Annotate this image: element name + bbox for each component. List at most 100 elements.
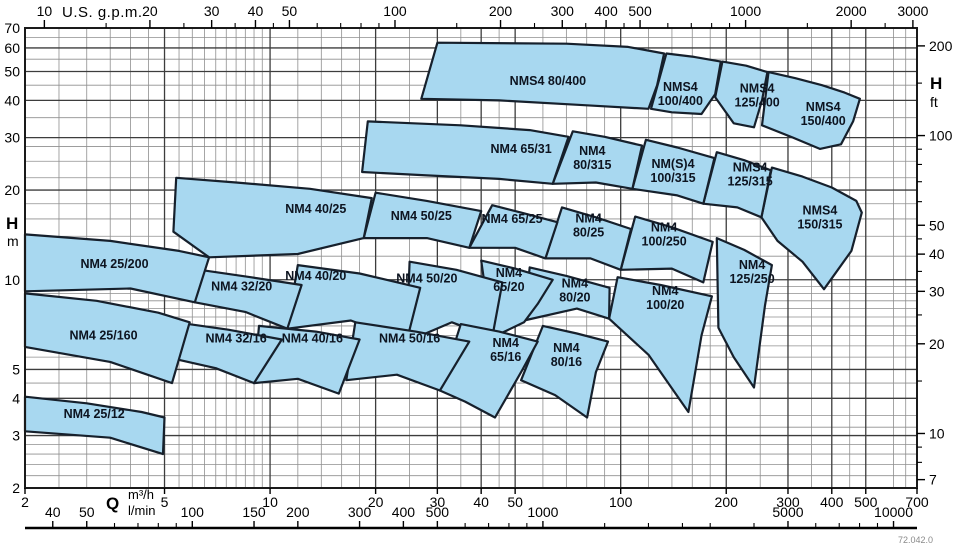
- top-tick-label: 2000: [836, 3, 867, 19]
- region-nm4-125-250: [715, 237, 774, 389]
- region-label: 150/315: [797, 217, 842, 231]
- region-label: 80/16: [551, 355, 582, 369]
- region-label: NM4 32/16: [206, 332, 267, 346]
- region-label: NMS4: [803, 203, 838, 217]
- region-label: NM4: [496, 266, 522, 280]
- bottom-tick-label: 50: [507, 494, 523, 510]
- region-label: NM4: [652, 284, 678, 298]
- lmin-tick-label: 200: [286, 504, 310, 520]
- top-tick-label: 100: [383, 3, 407, 19]
- top-axis-unit-label: U.S. g.p.m.: [62, 4, 143, 21]
- bottom-tick-label: 200: [715, 494, 739, 510]
- region-label: NM4 50/25: [391, 209, 452, 223]
- region-nm4-25-200: [23, 233, 211, 304]
- region-label: NM4: [739, 258, 765, 272]
- region-label: 80/315: [573, 158, 611, 172]
- region-label: 100/400: [658, 94, 703, 108]
- right-tick-label: 20: [929, 336, 945, 352]
- region-nm4-100-20: [607, 276, 714, 414]
- region-label: 65/16: [490, 350, 521, 364]
- left-tick-label: 60: [4, 40, 20, 56]
- region-label: 100/315: [650, 171, 695, 185]
- region-label: 80/20: [559, 291, 590, 305]
- left-tick-label: 10: [4, 272, 20, 288]
- top-tick-label: 40: [248, 3, 264, 19]
- region-nm4-40-25: [172, 176, 373, 259]
- top-tick-label: 300: [551, 3, 575, 19]
- region-label: NM4: [553, 341, 579, 355]
- lmin-tick-label: 50: [79, 504, 95, 520]
- region-label: NM4 25/160: [69, 329, 137, 343]
- lmin-tick-label: 5000: [772, 504, 803, 520]
- left-tick-label: 2: [12, 480, 20, 496]
- top-tick-label: 200: [489, 3, 513, 19]
- top-tick-label: 50: [282, 3, 298, 19]
- bottom-tick-label: 100: [609, 494, 633, 510]
- plot-border: [24, 27, 918, 489]
- right-tick-label: 200: [929, 38, 953, 54]
- region-nms4-100-400: [649, 52, 722, 116]
- bottom-tick-label: 700: [905, 494, 929, 510]
- left-tick-label: 30: [4, 130, 20, 146]
- region-label: NM4: [651, 220, 677, 234]
- region-nms4-80-400: [420, 41, 666, 110]
- region-nms4-150-400: [760, 70, 862, 150]
- top-tick-label: 20: [142, 3, 158, 19]
- bottom-axis-unit-m3h: m³/h: [128, 487, 154, 502]
- region-label: 125/250: [729, 272, 774, 286]
- bottom-tick-label: 10: [262, 494, 278, 510]
- region-nms4-125-400: [714, 60, 769, 129]
- bottom-axis-title-q: Q: [106, 494, 120, 513]
- region-label: NM4: [579, 144, 605, 158]
- region-label: 125/400: [735, 96, 780, 110]
- bottom-tick-label: 500: [854, 494, 878, 510]
- right-tick-label: 100: [929, 128, 953, 144]
- region-label: NMS4: [806, 100, 841, 114]
- region-label: NM4 50/16: [379, 332, 440, 346]
- region-nm4-50-16: [345, 321, 471, 392]
- top-tick-label: 400: [594, 3, 618, 19]
- bottom-tick-label: 20: [368, 494, 384, 510]
- region-nms4-150-315: [760, 166, 863, 291]
- lmin-tick-label: 100: [181, 504, 205, 520]
- lmin-tick-label: 10000: [874, 504, 913, 520]
- lmin-tick-label: 150: [242, 504, 266, 520]
- bottom-tick-label: 40: [473, 494, 489, 510]
- region-nm4-65-31: [361, 120, 570, 185]
- left-tick-label: 4: [12, 390, 20, 406]
- top-tick-label: 500: [628, 3, 652, 19]
- drawing-code: 72.042.0: [898, 535, 934, 545]
- right-tick-label: 40: [929, 246, 945, 262]
- left-tick-label: 70: [4, 20, 20, 36]
- region-nm4-80-16: [519, 324, 610, 419]
- right-tick-label: 50: [929, 217, 945, 233]
- left-tick-label: 20: [4, 182, 20, 198]
- region-label: NM4 65/25: [481, 212, 542, 226]
- right-tick-label: 10: [929, 425, 945, 441]
- region-label: 65/20: [493, 280, 524, 294]
- region-label: NMS4: [663, 80, 698, 94]
- bottom-tick-label: 400: [820, 494, 844, 510]
- region-nm4-25-160: [23, 292, 191, 385]
- region-label: NM4 25/200: [80, 257, 148, 271]
- lmin-tick-label: 40: [45, 504, 61, 520]
- region-label: NM4 32/20: [211, 279, 272, 293]
- left-tick-label: 40: [4, 92, 20, 108]
- bottom-tick-label: 300: [776, 494, 800, 510]
- region-label: 125/315: [728, 174, 773, 188]
- left-tick-label: 3: [12, 428, 20, 444]
- region-label: NM4 25/12: [64, 407, 125, 421]
- region-label: NM(S)4: [651, 157, 694, 171]
- left-tick-label: 50: [4, 64, 20, 80]
- right-axis-unit: ft: [930, 94, 938, 110]
- region-label: 100/20: [646, 298, 684, 312]
- region-label: NM4 40/20: [285, 269, 346, 283]
- top-tick-label: 30: [204, 3, 220, 19]
- region-label: NM4: [493, 336, 519, 350]
- lmin-tick-label: 400: [392, 504, 416, 520]
- bottom-axis-unit-lmin: l/min: [128, 503, 156, 518]
- region-nm4-25-12: [23, 395, 166, 456]
- region-label: NM4 40/25: [285, 202, 346, 216]
